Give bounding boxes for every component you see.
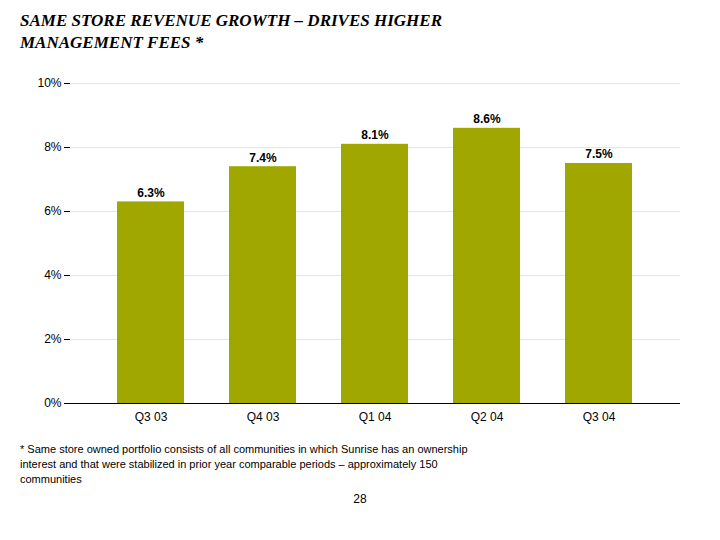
svg-text:7.5%: 7.5%: [585, 148, 613, 162]
svg-text:Q4 03: Q4 03: [247, 410, 280, 424]
svg-text:10%: 10%: [37, 77, 61, 91]
html-text:SAME STORE REVENUE GROWTH – DR: SAME STORE REVENUE GROWTH – DRIVES HIGHE…: [20, 11, 442, 30]
svg-text:8.6%: 8.6%: [473, 112, 501, 126]
svg-text:8%: 8%: [44, 141, 62, 155]
html-text:MANAGEMENT FEES *: MANAGEMENT FEES *: [20, 33, 204, 53]
svg-text:0%: 0%: [44, 397, 62, 411]
html-text:28: 28: [353, 491, 367, 506]
svg-text:Q2 04: Q2 04: [471, 410, 504, 424]
svg-text:4%: 4%: [44, 269, 62, 283]
svg-text:8.1%: 8.1%: [361, 128, 389, 142]
svg-text:Q3 03: Q3 03: [135, 410, 168, 424]
html-text:interest and that were stabili: interest and that were stabilized in pri…: [20, 458, 438, 470]
svg-text:Q1 04: Q1 04: [359, 410, 392, 424]
svg-text:Q3 04: Q3 04: [583, 410, 616, 424]
svg-text:6.3%: 6.3%: [137, 186, 165, 200]
svg-text:2%: 2%: [44, 333, 62, 347]
html-text:communities: communities: [20, 472, 82, 485]
svg-text:6%: 6%: [44, 205, 62, 219]
svg-text:7.4%: 7.4%: [249, 151, 277, 165]
html-text:* Same store owned portfolio c: * Same store owned portfolio consists of…: [20, 443, 468, 456]
